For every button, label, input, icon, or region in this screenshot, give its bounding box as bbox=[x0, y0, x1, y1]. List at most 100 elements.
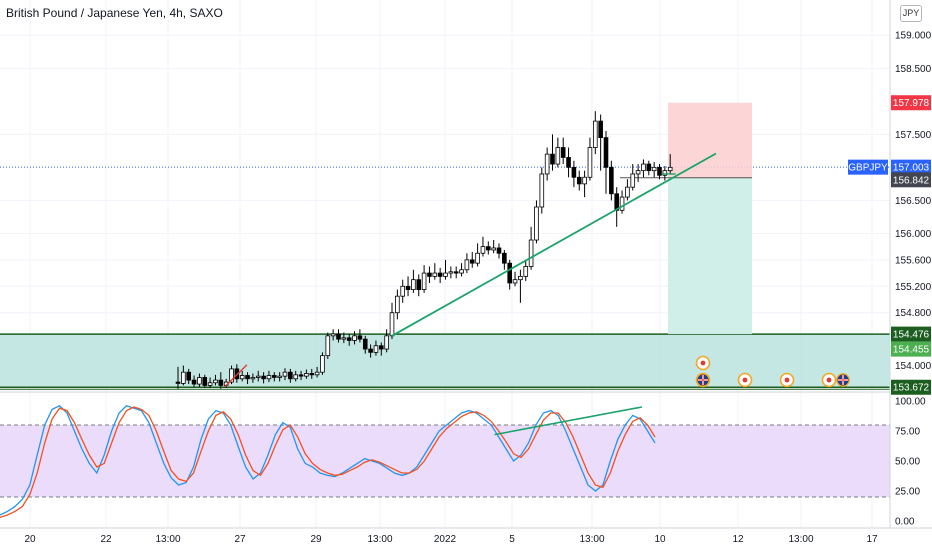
x-tick-label: 13:00 bbox=[367, 534, 392, 545]
candle-body bbox=[646, 163, 652, 172]
stoch-divergence-line bbox=[494, 406, 643, 436]
candle-body bbox=[197, 377, 202, 385]
symbol-label-bg bbox=[848, 159, 888, 175]
candle bbox=[245, 372, 250, 385]
candle bbox=[469, 251, 475, 268]
candle-body bbox=[421, 272, 427, 290]
candle bbox=[304, 369, 309, 379]
x-tick-label: 29 bbox=[310, 534, 322, 545]
candle-body bbox=[598, 120, 603, 139]
candle bbox=[346, 333, 352, 346]
candle bbox=[566, 147, 571, 178]
candle bbox=[202, 374, 208, 389]
candle-body bbox=[186, 371, 192, 381]
last-price-label-text: 157.003 bbox=[893, 163, 930, 174]
entry-price-label-text: 156.842 bbox=[893, 175, 930, 186]
candle bbox=[207, 377, 213, 389]
economic-events[interactable] bbox=[695, 355, 850, 388]
candle bbox=[518, 269, 523, 303]
candle bbox=[352, 331, 357, 345]
candle-body bbox=[491, 247, 496, 251]
candle bbox=[395, 289, 400, 320]
candle-body bbox=[202, 377, 208, 386]
event-dot-icon bbox=[784, 377, 790, 383]
candle bbox=[576, 170, 582, 191]
x-tick-label: 20 bbox=[24, 534, 36, 545]
candle-body bbox=[518, 275, 523, 281]
chart-title: British Pound / Japanese Yen, 4h, SAXO bbox=[6, 6, 223, 20]
last-price-label-bg bbox=[891, 159, 931, 175]
candle bbox=[646, 160, 652, 176]
candle-body bbox=[207, 382, 213, 386]
candle bbox=[362, 335, 368, 354]
candle bbox=[480, 236, 486, 257]
y-tick-label: 158.500 bbox=[895, 64, 932, 75]
zone-top-label-text: 154.476 bbox=[893, 330, 930, 341]
candle-body bbox=[373, 345, 379, 353]
candle-body bbox=[523, 266, 529, 277]
candle-body bbox=[261, 375, 266, 380]
candle bbox=[298, 370, 304, 381]
candle-body bbox=[282, 371, 288, 377]
candle-body bbox=[496, 247, 502, 254]
candle-body bbox=[475, 252, 480, 264]
x-tick-label: 10 bbox=[654, 534, 666, 545]
candle-body bbox=[630, 173, 636, 188]
stochastic-pane bbox=[0, 405, 890, 519]
candle bbox=[400, 279, 405, 303]
candle-body bbox=[662, 170, 668, 176]
candle-body bbox=[298, 374, 304, 377]
short-position-tool[interactable] bbox=[620, 102, 752, 335]
candle bbox=[448, 266, 454, 279]
event-dot-icon bbox=[742, 377, 748, 383]
candle bbox=[667, 154, 673, 174]
candle bbox=[443, 259, 448, 280]
last-price-label: 157.003 bbox=[891, 159, 931, 175]
candle bbox=[641, 159, 646, 178]
candle-body bbox=[175, 381, 181, 384]
candle-body bbox=[293, 374, 298, 380]
early-trend-line bbox=[224, 364, 248, 388]
candle-body bbox=[250, 377, 256, 380]
candle-body bbox=[555, 147, 561, 165]
candle-body bbox=[432, 272, 438, 277]
stop-price-label: 157.978 bbox=[891, 95, 931, 111]
entry-price-label: 156.842 bbox=[891, 172, 931, 188]
stoch-d-line bbox=[0, 406, 656, 519]
candle-body bbox=[609, 166, 614, 195]
candle bbox=[277, 372, 282, 382]
candle-body bbox=[191, 379, 197, 385]
stop-price-label-text: 157.978 bbox=[893, 98, 930, 109]
candle bbox=[453, 266, 459, 279]
zone-bottom-label-text: 153.672 bbox=[893, 383, 930, 394]
candle-body bbox=[181, 371, 186, 384]
candle bbox=[528, 226, 534, 270]
currency-button[interactable]: JPY bbox=[900, 5, 922, 22]
candle bbox=[630, 164, 636, 191]
candle bbox=[555, 137, 561, 168]
candle-body bbox=[651, 166, 657, 172]
candle-body bbox=[427, 272, 432, 277]
candle-body bbox=[485, 246, 491, 251]
candle-body bbox=[304, 373, 309, 377]
candle-body bbox=[389, 312, 395, 337]
candle-body bbox=[448, 271, 454, 274]
x-tick-label: 22 bbox=[100, 534, 112, 545]
candle bbox=[502, 249, 507, 270]
candle-body bbox=[443, 272, 448, 277]
candle-body bbox=[384, 335, 389, 350]
candle bbox=[421, 265, 427, 293]
candle bbox=[293, 370, 298, 382]
trend-lines[interactable] bbox=[224, 152, 717, 388]
candle-body bbox=[266, 375, 272, 380]
candle bbox=[475, 243, 480, 267]
candle-body bbox=[368, 348, 373, 353]
x-tick-label: 13:00 bbox=[788, 534, 813, 545]
candle bbox=[593, 111, 598, 155]
candle-body bbox=[213, 379, 218, 384]
candle-body bbox=[469, 259, 475, 264]
candle-body bbox=[341, 337, 347, 340]
candle bbox=[619, 190, 625, 214]
candle-body bbox=[587, 147, 593, 178]
